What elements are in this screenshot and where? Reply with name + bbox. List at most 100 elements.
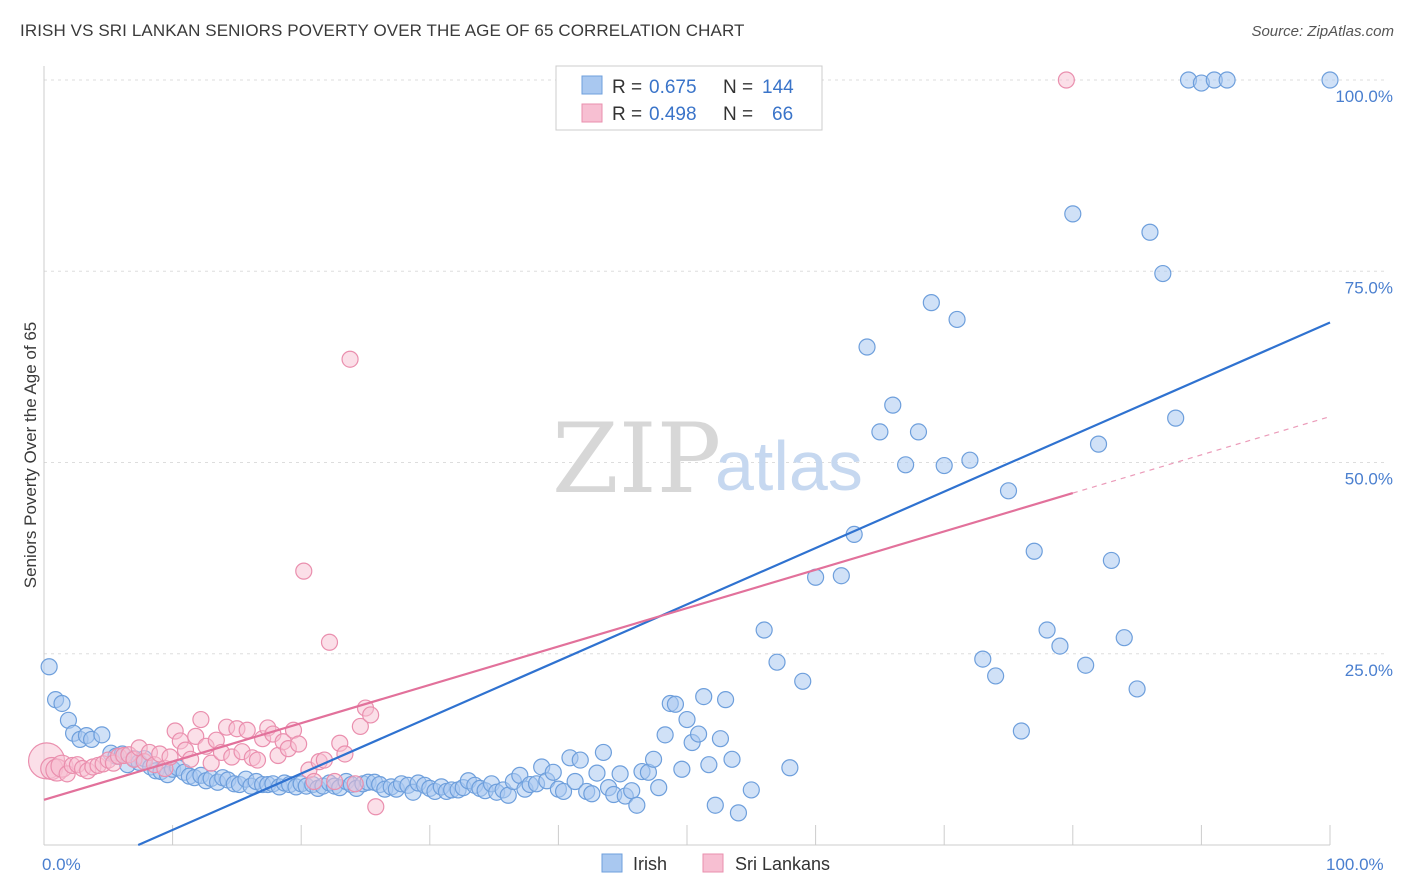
irish-point <box>987 667 1005 685</box>
irish-point <box>1089 435 1108 453</box>
srilankan-point <box>367 798 385 816</box>
bottom-legend: Irish Sri Lankans <box>601 853 830 874</box>
irish-point <box>1102 551 1120 570</box>
y-tick-label-2: 75.0% <box>1345 278 1393 297</box>
irish-point <box>644 750 663 768</box>
irish-point <box>935 456 953 475</box>
axes <box>43 66 1331 846</box>
irish-point <box>1154 264 1172 283</box>
srilankan-point <box>187 727 205 745</box>
legend-srilankan-n-value: 66 <box>772 104 793 125</box>
irish-point <box>1064 205 1082 223</box>
irish-point <box>1141 223 1159 241</box>
y-tick-label-1: 50.0% <box>1345 470 1393 489</box>
irish-point <box>948 310 966 329</box>
irish-point <box>742 781 760 799</box>
irish-point <box>673 760 691 778</box>
irish-point <box>93 726 111 744</box>
srilankan-point <box>351 717 369 736</box>
bottom-legend-irish-label: Irish <box>633 854 667 874</box>
srilankan-point <box>362 706 380 724</box>
irish-point <box>768 653 786 671</box>
srilankan-point <box>326 772 344 791</box>
irish-point <box>571 751 589 769</box>
legend-srilankan-r-value: 0.498 <box>649 104 697 125</box>
srilankan-point <box>295 562 313 580</box>
chart-title: IRISH VS SRI LANKAN SENIORS POVERTY OVER… <box>20 21 745 40</box>
y-tick-label-3: 100.0% <box>1335 87 1393 106</box>
irish-point <box>897 456 915 474</box>
irish-point <box>554 782 573 801</box>
irish-point <box>1077 656 1095 674</box>
irish-point <box>1128 680 1146 698</box>
legend-irish-n-value: 144 <box>762 77 794 98</box>
irish-point <box>656 726 674 744</box>
srilankan-point <box>346 775 364 793</box>
irish-point <box>974 650 992 668</box>
gridlines <box>44 79 1385 655</box>
legend: R = 0.675 N = 144 R = 0.498 N = 66 <box>555 65 823 131</box>
irish-point <box>566 772 584 791</box>
legend-srilankan-r-label: R = <box>612 104 642 125</box>
source-label: Source: ZipAtlas.com <box>1251 23 1394 40</box>
irish-point <box>583 785 601 803</box>
irish-point <box>781 759 799 777</box>
srilankan-point <box>248 751 267 769</box>
srilankan-trendline-extension <box>1072 416 1331 494</box>
irish-point <box>623 782 641 800</box>
irish-point <box>695 687 713 706</box>
irish-point <box>794 672 812 690</box>
irish-point <box>961 451 979 469</box>
irish-point <box>689 725 708 743</box>
irish-point <box>1218 71 1236 89</box>
irish-trendline <box>137 321 1331 847</box>
irish-point <box>40 658 58 676</box>
irish-point <box>1025 542 1043 560</box>
legend-srilankan-swatch <box>581 103 603 123</box>
irish-point <box>832 567 850 585</box>
irish-point <box>1115 629 1133 647</box>
bottom-legend-irish-swatch <box>601 853 623 873</box>
irish-point <box>922 294 940 312</box>
irish-point <box>729 804 748 822</box>
irish-point <box>711 730 730 748</box>
watermark-zip: ZIP <box>552 403 721 515</box>
irish-point <box>628 796 646 814</box>
legend-irish-r-label: R = <box>612 77 642 98</box>
irish-point <box>858 338 876 356</box>
irish-point <box>755 621 773 639</box>
trendlines <box>43 321 1331 847</box>
bottom-legend-srilankan-swatch <box>702 853 724 873</box>
x-tick-max: 100.0% <box>1326 855 1384 874</box>
srilankan-point <box>305 772 323 791</box>
srilankan-point <box>290 735 308 753</box>
srilankan-point <box>320 633 339 651</box>
y-tick-labels: 25.0% 50.0% 75.0% 100.0% <box>1335 87 1393 680</box>
y-tick-label-0: 25.0% <box>1345 661 1393 680</box>
irish-point <box>1051 637 1069 655</box>
irish-point <box>999 482 1018 500</box>
irish-point <box>1167 409 1185 427</box>
irish-point <box>909 423 928 441</box>
irish-point <box>884 396 902 414</box>
irish-point <box>588 764 606 782</box>
legend-irish-n-label: N = <box>723 77 753 98</box>
irish-point <box>666 695 685 713</box>
y-axis-label: Seniors Poverty Over the Age of 65 <box>21 322 40 588</box>
legend-irish-r-value: 0.675 <box>649 77 697 98</box>
legend-irish-swatch <box>581 75 603 95</box>
srilankan-point <box>192 710 210 729</box>
srilankan-point <box>341 350 359 368</box>
irish-point <box>700 756 718 774</box>
srilankan-point <box>1057 71 1075 89</box>
watermark-atlas: atlas <box>715 427 863 505</box>
srilankan-point <box>238 721 256 739</box>
irish-point <box>594 743 613 762</box>
irish-point <box>650 779 668 797</box>
irish-point <box>1038 621 1056 639</box>
x-tick-min: 0.0% <box>42 855 81 874</box>
irish-point <box>706 796 724 814</box>
irish-point <box>544 763 562 781</box>
irish-point <box>53 694 71 713</box>
